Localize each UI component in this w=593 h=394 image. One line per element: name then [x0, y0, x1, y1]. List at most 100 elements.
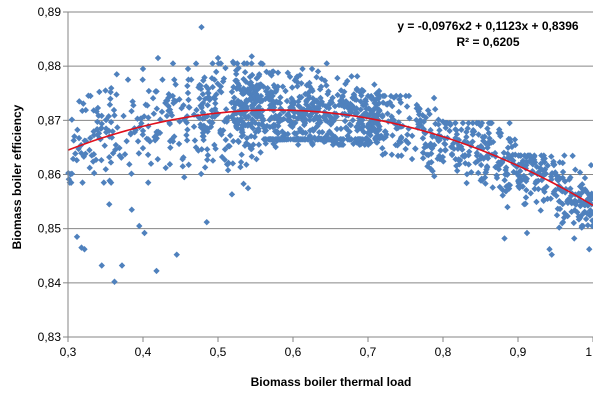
data-point — [381, 92, 388, 100]
data-point — [313, 73, 320, 81]
data-point — [248, 153, 255, 160]
data-point — [540, 196, 548, 204]
data-point — [112, 141, 120, 149]
data-point — [358, 125, 365, 133]
data-point — [240, 87, 248, 95]
data-point — [372, 136, 379, 144]
data-point — [292, 136, 299, 143]
data-point — [371, 81, 378, 88]
data-point — [550, 158, 557, 165]
data-point — [235, 83, 242, 90]
data-point — [140, 113, 148, 120]
data-point — [533, 163, 541, 171]
data-point — [322, 117, 329, 124]
data-point — [128, 206, 135, 213]
data-point — [334, 74, 341, 82]
data-point — [139, 76, 146, 83]
data-point — [171, 76, 178, 83]
data-point — [379, 151, 386, 158]
data-point — [279, 128, 286, 135]
data-point — [105, 113, 112, 120]
data-point — [204, 102, 211, 109]
data-point — [286, 73, 294, 80]
data-point — [185, 76, 192, 83]
data-point — [106, 101, 114, 108]
data-point — [353, 110, 361, 117]
data-point — [95, 130, 103, 137]
data-point — [253, 83, 260, 91]
data-point — [345, 111, 353, 118]
data-point — [413, 116, 420, 124]
data-point — [289, 84, 296, 91]
data-point — [337, 125, 345, 132]
data-point — [255, 127, 262, 135]
data-point — [306, 127, 314, 134]
data-point — [517, 183, 524, 190]
data-point — [145, 179, 152, 186]
data-point — [527, 157, 535, 164]
data-point — [196, 114, 203, 122]
data-point — [548, 173, 555, 180]
gridlines — [63, 11, 593, 342]
data-point — [561, 152, 568, 159]
data-point — [501, 177, 508, 184]
data-point — [339, 93, 346, 101]
data-point — [535, 185, 542, 193]
data-point — [218, 153, 226, 161]
data-point — [283, 97, 291, 105]
data-point — [249, 125, 257, 132]
data-point — [581, 208, 588, 216]
data-point — [294, 141, 302, 148]
data-point — [465, 151, 472, 159]
data-point — [403, 103, 411, 110]
data-point — [283, 112, 291, 119]
data-point — [109, 128, 116, 135]
data-point — [98, 124, 105, 132]
data-point — [362, 136, 369, 143]
data-point — [520, 172, 528, 180]
data-point — [223, 161, 231, 168]
data-point — [213, 91, 220, 98]
data-point — [556, 205, 564, 213]
data-point — [437, 147, 444, 154]
data-point — [435, 121, 442, 128]
data-point — [199, 109, 206, 116]
data-point — [371, 113, 378, 121]
data-point — [564, 199, 572, 207]
data-point — [354, 73, 361, 80]
data-point — [90, 131, 98, 139]
data-point — [185, 103, 193, 111]
x-tick-label: 0,7 — [360, 345, 377, 359]
data-point — [375, 95, 382, 102]
data-point — [287, 136, 294, 143]
data-point — [195, 84, 202, 91]
data-point — [250, 141, 257, 148]
data-point — [266, 116, 273, 124]
data-point — [90, 151, 98, 158]
data-point — [469, 119, 477, 127]
data-point — [110, 106, 118, 114]
data-point — [292, 119, 299, 127]
data-point — [446, 127, 453, 135]
data-point — [540, 167, 547, 175]
data-point — [290, 113, 298, 120]
y-tick-labels: 0,83 0,84 0,85 0,86 0,87 0,88 0,89 — [38, 5, 62, 344]
data-point — [347, 100, 354, 108]
data-point — [566, 176, 573, 183]
data-point — [244, 122, 251, 129]
data-point — [197, 102, 204, 109]
data-point — [153, 105, 161, 112]
data-point — [139, 144, 147, 152]
data-point — [543, 183, 550, 190]
data-point — [394, 124, 401, 132]
data-point — [424, 163, 431, 170]
data-point — [94, 104, 102, 112]
data-point — [489, 184, 496, 191]
data-point — [348, 136, 355, 143]
data-point — [85, 92, 92, 99]
data-point — [519, 161, 526, 168]
data-point — [230, 60, 238, 67]
data-point — [230, 83, 237, 91]
data-point — [273, 86, 280, 94]
data-point — [139, 131, 146, 138]
